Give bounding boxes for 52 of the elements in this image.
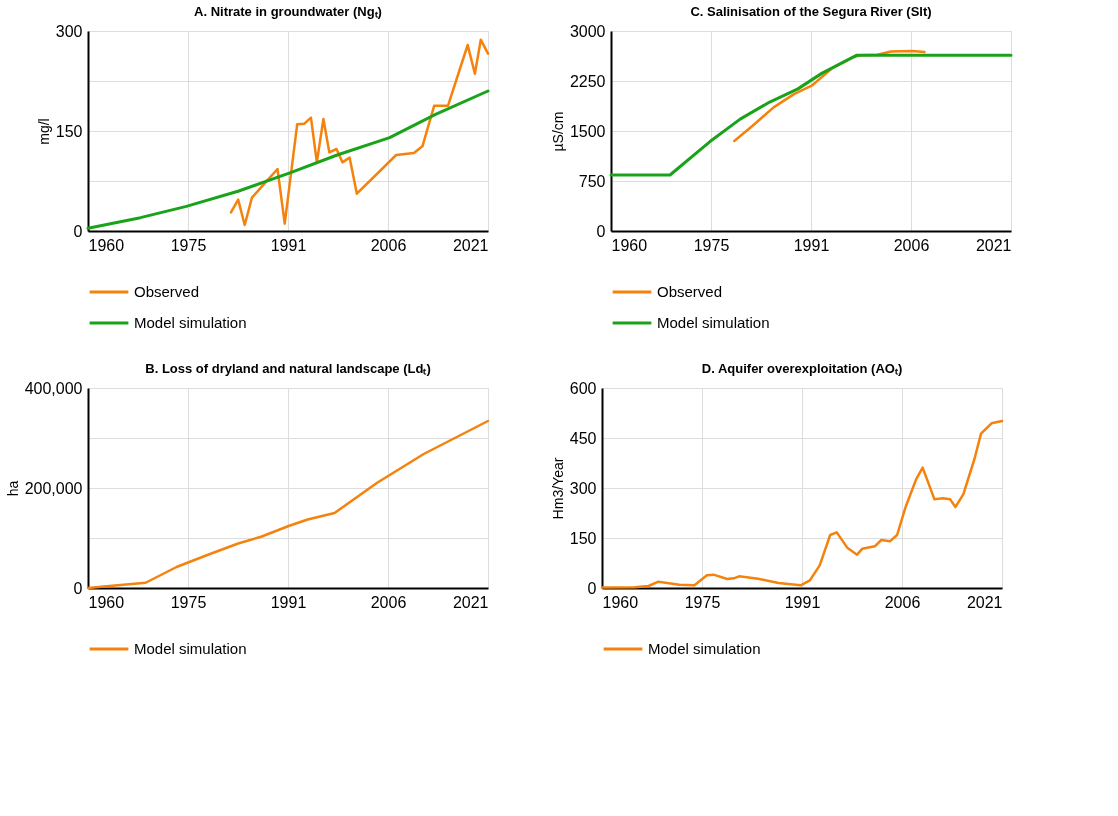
legend-label: Observed xyxy=(657,283,723,300)
legend-label: Model simulation xyxy=(134,640,247,657)
y-axis-title: Hm3/Year xyxy=(549,457,566,520)
x-tick-label: 2006 xyxy=(370,593,407,611)
y-tick-label: 150 xyxy=(569,529,597,547)
x-tick-label: 1960 xyxy=(88,593,125,611)
x-tick-label: 2021 xyxy=(966,593,1003,611)
legend-label: Observed xyxy=(134,283,200,300)
x-tick-label: 1991 xyxy=(270,236,307,254)
x-tick-label: 2006 xyxy=(370,236,407,254)
y-axis-title: µS/cm xyxy=(549,111,566,152)
line-series xyxy=(609,53,1013,177)
y-tick-label: 0 xyxy=(73,222,83,240)
y-tick-label: 150 xyxy=(55,122,83,140)
x-tick-label: 1991 xyxy=(784,593,821,611)
y-axis-title: ha xyxy=(4,480,21,497)
y-tick-label: 0 xyxy=(587,579,597,597)
chart-title: A. Nitrate in groundwater (Ngₜ) xyxy=(194,4,382,19)
x-tick-label: 1960 xyxy=(611,236,648,254)
chart-title: B. Loss of dryland and natural landscape (Ldₜ) xyxy=(145,361,431,376)
y-tick-label: 0 xyxy=(73,579,83,597)
y-tick-label: 0 xyxy=(596,222,606,240)
legend-label: Model simulation xyxy=(657,314,770,331)
y-tick-label: 200,000 xyxy=(24,479,83,497)
x-tick-label: 1975 xyxy=(684,593,721,611)
y-tick-label: 300 xyxy=(569,479,597,497)
y-tick-label: 2250 xyxy=(569,72,606,90)
x-tick-label: 2006 xyxy=(884,593,921,611)
x-tick-label: 1975 xyxy=(170,236,207,254)
line-series xyxy=(229,38,490,227)
x-tick-label: 1991 xyxy=(270,593,307,611)
x-tick-label: 1975 xyxy=(170,593,207,611)
x-tick-label: 2021 xyxy=(452,236,489,254)
y-tick-label: 3000 xyxy=(569,22,606,40)
y-tick-label: 450 xyxy=(569,429,597,447)
legend-label: Model simulation xyxy=(648,640,761,657)
y-tick-label: 400,000 xyxy=(24,379,83,397)
legend-label: Model simulation xyxy=(134,314,247,331)
y-tick-label: 600 xyxy=(569,379,597,397)
y-tick-label: 1500 xyxy=(569,122,606,140)
x-tick-label: 2021 xyxy=(452,593,489,611)
y-tick-label: 750 xyxy=(578,172,606,190)
x-tick-label: 2021 xyxy=(975,236,1012,254)
y-axis-title: mg/l xyxy=(35,118,52,145)
y-tick-label: 300 xyxy=(55,22,83,40)
x-tick-label: 1975 xyxy=(693,236,730,254)
chart-title: D. Aquifer overexploitation (AOₜ) xyxy=(701,361,903,376)
chart-title: C. Salinisation of the Segura River (Slt) xyxy=(690,4,932,19)
x-tick-label: 2006 xyxy=(893,236,930,254)
x-tick-label: 1960 xyxy=(88,236,125,254)
x-tick-label: 1991 xyxy=(793,236,830,254)
x-tick-label: 1960 xyxy=(602,593,639,611)
